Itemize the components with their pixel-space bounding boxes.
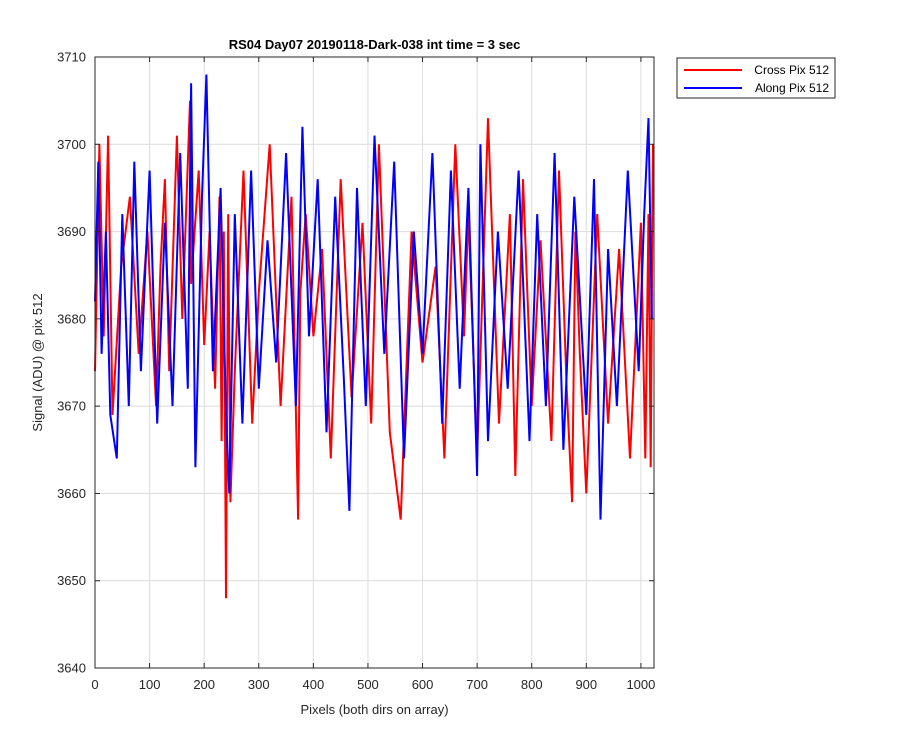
x-tick-label: 400 [303,677,325,692]
legend-entry-cross: Cross Pix 512 [754,63,829,77]
series-line-cross [94,100,654,599]
y-tick-label: 3710 [57,50,86,65]
y-tick-label: 3660 [57,486,86,501]
x-tick-label: 700 [466,677,488,692]
y-tick-label: 3670 [57,399,86,414]
x-tick-label: 800 [521,677,543,692]
x-tick-label: 500 [357,677,379,692]
x-tick-label: 1000 [626,677,655,692]
y-tick-label: 3700 [57,137,86,152]
x-tick-label: 200 [193,677,215,692]
x-axis-label: Pixels (both dirs on array) [300,702,448,717]
axis-ticks: 0 100 200 300 400 500 600 700 800 900 1000 3640 3650… [57,50,655,693]
legend-box [676,57,836,99]
y-axis-label: Signal (ADU) @ pix 512 [30,293,45,431]
y-tick-label: 3650 [57,573,86,588]
x-tick-label: 100 [139,677,161,692]
x-tick-label: 600 [412,677,434,692]
y-tick-label: 3690 [57,224,86,239]
x-tick-label: 300 [248,677,270,692]
series-layer [94,74,654,599]
plot-frame [94,56,655,669]
legend: Cross Pix 512 Along Pix 512 [676,57,836,99]
series-line-along [94,74,653,520]
y-tick-label: 3680 [57,311,86,326]
y-tick-label: 3640 [57,661,86,676]
chart-title: RS04 Day07 20190118-Dark-038 int time = … [229,37,521,52]
legend-entry-along: Along Pix 512 [755,81,829,95]
x-tick-label: 900 [575,677,597,692]
x-tick-label: 0 [91,677,98,692]
